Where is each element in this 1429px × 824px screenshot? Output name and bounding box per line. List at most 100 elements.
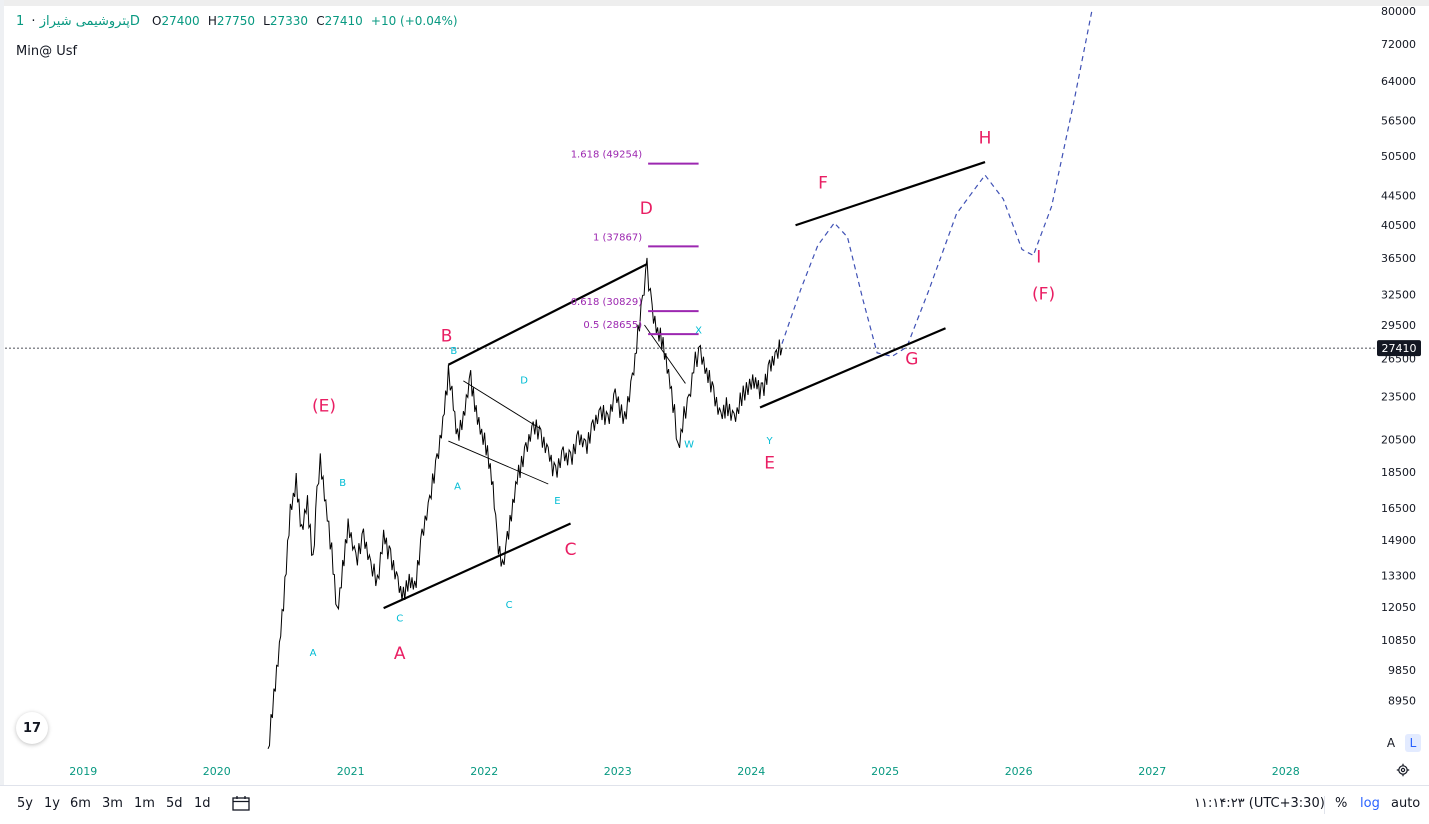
symbol-legend: پتروشیمی شیراز · 1D O27400 H27750 L27330… (12, 14, 458, 29)
subwave-label[interactable]: Y (766, 436, 774, 447)
time-tick-label: 2025 (871, 765, 899, 778)
calendar-icon[interactable] (232, 795, 250, 811)
range-1m-button[interactable]: 1m (134, 796, 155, 811)
price-tick-label: 29500 (1381, 319, 1416, 332)
price-tick-label: 23500 (1381, 391, 1416, 404)
trend-line[interactable] (383, 522, 572, 610)
high-value: 27750 (216, 14, 256, 28)
tradingview-logo-icon[interactable]: 17 (16, 712, 48, 744)
wave-label[interactable]: F (818, 174, 828, 194)
range-1d-button[interactable]: 1d (194, 796, 211, 811)
interval-label[interactable]: 1D (16, 14, 140, 29)
wave-label[interactable]: D (640, 199, 653, 219)
triangle-line[interactable] (448, 440, 549, 485)
wave-label[interactable]: E (764, 453, 775, 473)
price-tick-label: 9850 (1388, 664, 1416, 677)
subwave-label[interactable]: C (506, 600, 513, 611)
wave-label[interactable]: H (979, 129, 992, 149)
range-5y-button[interactable]: 5y (17, 796, 33, 811)
auto-scale-a-button[interactable]: A (1386, 736, 1396, 750)
range-5d-button[interactable]: 5d (166, 796, 183, 811)
legend-dot: · (31, 14, 36, 29)
price-tick-label: 50500 (1381, 150, 1416, 163)
wave-label[interactable]: (F) (1032, 284, 1055, 304)
low-value: 27330 (269, 14, 309, 28)
time-axis[interactable]: 2019 2020 2021 2022 2023 2024 2025 2026 2027 2028 (69, 765, 1299, 778)
log-scale-l-button[interactable]: L (1405, 734, 1421, 752)
change-value: +10 (+0.04%) (370, 14, 458, 28)
subwave-label[interactable]: X (695, 326, 702, 337)
plot-area: 1.618 (49254) 1 (37867) 0.618 (30829) 0.5 (… (5, 10, 1375, 750)
price-tick-label: 32500 (1381, 289, 1416, 302)
triangle-line[interactable] (463, 380, 542, 430)
time-tick-label: 2022 (470, 765, 498, 778)
price-tick-label: 72000 (1381, 38, 1416, 51)
subwave-label[interactable]: B (450, 346, 457, 357)
range-1y-button[interactable]: 1y (44, 796, 60, 811)
price-tick-label: 36500 (1381, 252, 1416, 265)
price-chart[interactable]: 1.618 (49254) 1 (37867) 0.618 (30829) 0.5 (… (0, 0, 1429, 785)
time-tick-label: 2019 (69, 765, 97, 778)
price-tick-label: 64000 (1381, 75, 1416, 88)
price-tick-label: 40500 (1381, 219, 1416, 232)
wave-label[interactable]: I (1036, 247, 1041, 267)
price-tick-label: 20500 (1381, 434, 1416, 447)
last-price-label: 27410 (1382, 342, 1417, 355)
wave-label[interactable]: A (394, 644, 406, 664)
price-tick-label: 10850 (1381, 634, 1416, 647)
gear-icon[interactable] (1396, 763, 1410, 777)
time-tick-label: 2021 (337, 765, 365, 778)
time-tick-label: 2026 (1005, 765, 1033, 778)
symbol-name[interactable]: پتروشیمی شیراز (39, 14, 130, 29)
wave-label[interactable]: B (441, 326, 453, 346)
timezone-clock[interactable]: ۱۱:۱۴:۲۳ (UTC+3:30) (1194, 796, 1325, 811)
study-label[interactable]: Min@ Usf (16, 44, 78, 59)
wave-label[interactable]: C (565, 540, 577, 560)
time-tick-label: 2023 (604, 765, 632, 778)
trend-line[interactable] (447, 263, 648, 366)
low-key: L (263, 14, 270, 28)
wave-label[interactable]: G (905, 350, 918, 370)
subwave-label[interactable]: A (454, 481, 461, 492)
open-value: 27400 (161, 14, 200, 28)
left-border (0, 0, 4, 823)
percent-scale-button[interactable]: % (1335, 796, 1348, 811)
range-3m-button[interactable]: 3m (102, 796, 123, 811)
subwave-label[interactable]: C (396, 613, 403, 624)
price-tick-label: 80000 (1381, 5, 1416, 18)
subwave-label[interactable]: D (520, 375, 528, 386)
price-axis[interactable]: 80000 72000 64000 56500 50500 44500 40500 36500… (1377, 5, 1421, 707)
price-tick-label: 14900 (1381, 534, 1416, 547)
price-tick-label: 8950 (1388, 694, 1416, 707)
trend-line[interactable] (759, 327, 946, 409)
log-scale-button[interactable]: log (1360, 796, 1380, 811)
fib-level-label: 1.618 (49254) (571, 150, 643, 161)
subwave-label[interactable]: B (339, 478, 346, 489)
time-tick-label: 2024 (737, 765, 765, 778)
fib-level-label: 0.618 (30829) (571, 297, 643, 308)
price-tick-label: 16500 (1381, 502, 1416, 515)
time-tick-label: 2020 (203, 765, 231, 778)
subwave-label[interactable]: E (554, 496, 560, 507)
fib-level-label: 0.5 (28655) (583, 320, 642, 331)
auto-scale-button[interactable]: auto (1391, 796, 1421, 811)
time-tick-label: 2027 (1138, 765, 1166, 778)
time-tick-label: 2028 (1272, 765, 1300, 778)
price-series[interactable] (267, 257, 783, 750)
subwave-label[interactable]: A (310, 648, 317, 659)
price-tick-label: 18500 (1381, 466, 1416, 479)
trend-line[interactable] (795, 161, 986, 227)
top-border (0, 0, 1429, 6)
high-key: H (207, 14, 217, 28)
bottom-toolbar: 5y 1y 6m 3m 1m 5d 1d ۱۱:۱۴:۲۳ (UTC+3:30)… (0, 785, 1429, 824)
price-tick-label: 56500 (1381, 114, 1416, 127)
projection-path[interactable] (781, 10, 1093, 357)
price-tick-label: 13300 (1381, 570, 1416, 583)
range-6m-button[interactable]: 6m (70, 796, 91, 811)
last-price-badge (1377, 340, 1421, 357)
price-tick-label: 44500 (1381, 190, 1416, 203)
close-key: C (316, 14, 325, 28)
subwave-label[interactable]: W (684, 439, 694, 450)
price-tick-label: 12050 (1381, 601, 1416, 614)
wave-label[interactable]: (E) (312, 397, 336, 417)
